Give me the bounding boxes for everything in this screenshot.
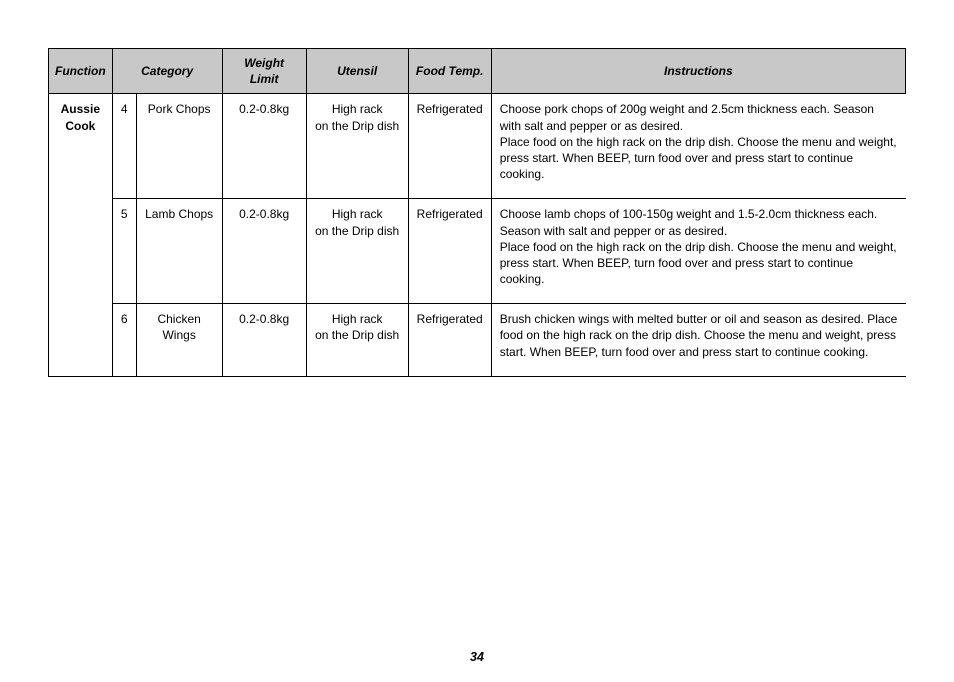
table-header-row: Function Category Weight Limit Utensil F… — [49, 49, 906, 94]
cell-food-temp: Refrigerated — [408, 199, 491, 304]
cell-number: 4 — [112, 94, 136, 199]
cooking-table: Function Category Weight Limit Utensil F… — [48, 48, 906, 377]
cell-instructions: Brush chicken wings with melted butter o… — [491, 304, 905, 377]
cell-category: Lamb Chops — [136, 199, 222, 304]
header-food-temp: Food Temp. — [408, 49, 491, 94]
cell-weight-limit: 0.2-0.8kg — [222, 94, 306, 199]
cell-food-temp: Refrigerated — [408, 304, 491, 377]
cell-number: 5 — [112, 199, 136, 304]
table-row: 5 Lamb Chops 0.2-0.8kg High rackon the D… — [49, 199, 906, 304]
cell-category: Pork Chops — [136, 94, 222, 199]
cell-food-temp: Refrigerated — [408, 94, 491, 199]
cell-utensil: High rackon the Drip dish — [306, 199, 408, 304]
header-utensil: Utensil — [306, 49, 408, 94]
cell-function: AussieCook — [49, 94, 113, 376]
table-row: AussieCook 4 Pork Chops 0.2-0.8kg High r… — [49, 94, 906, 199]
header-function: Function — [49, 49, 113, 94]
cell-instructions: Choose pork chops of 200g weight and 2.5… — [491, 94, 905, 199]
cell-weight-limit: 0.2-0.8kg — [222, 304, 306, 377]
page-number: 34 — [0, 650, 954, 664]
cell-category: ChickenWings — [136, 304, 222, 377]
cell-utensil: High rackon the Drip dish — [306, 304, 408, 377]
header-weight-limit: Weight Limit — [222, 49, 306, 94]
cell-weight-limit: 0.2-0.8kg — [222, 199, 306, 304]
cell-number: 6 — [112, 304, 136, 377]
cell-instructions: Choose lamb chops of 100-150g weight and… — [491, 199, 905, 304]
table-row: 6 ChickenWings 0.2-0.8kg High rackon the… — [49, 304, 906, 377]
header-category: Category — [112, 49, 222, 94]
cell-utensil: High rackon the Drip dish — [306, 94, 408, 199]
header-instructions: Instructions — [491, 49, 905, 94]
